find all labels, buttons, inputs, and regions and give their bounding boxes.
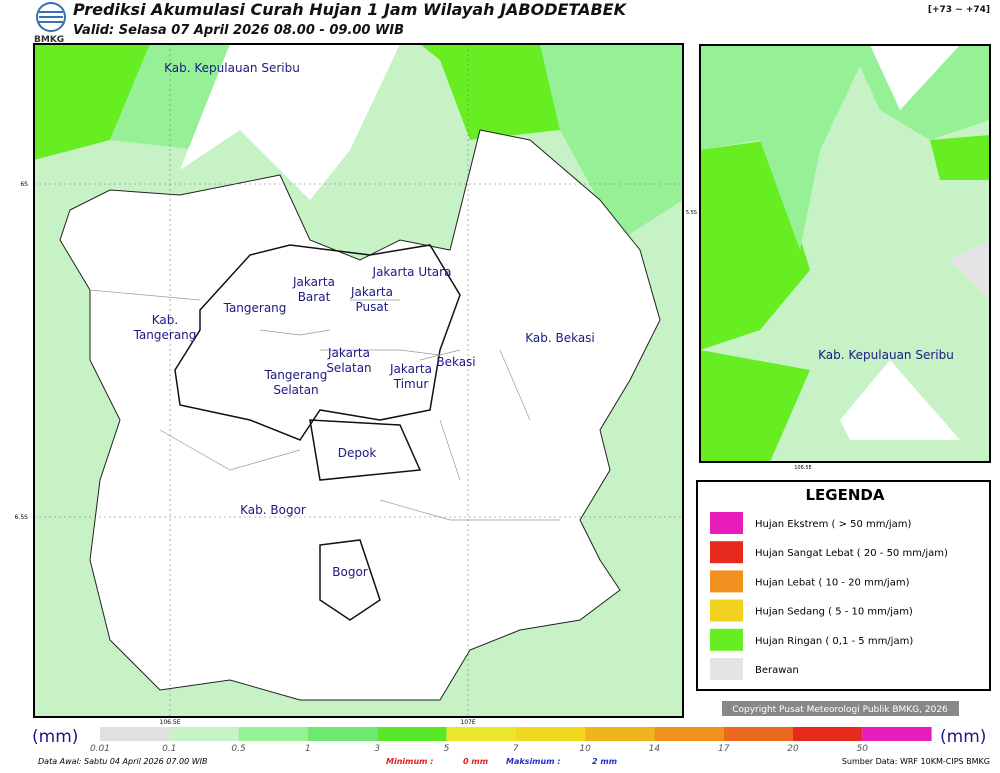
region-label: Kab. Kepulauan Seribu bbox=[818, 348, 954, 362]
source: Sumber Data: WRF 10KM-CIPS BMKG bbox=[842, 757, 990, 766]
title: Prediksi Akumulasi Curah Hujan 1 Jam Wil… bbox=[73, 0, 628, 19]
data-awal: Data Awal: Sabtu 04 April 2026 07.00 WIB bbox=[38, 757, 208, 766]
legend-swatch bbox=[710, 512, 743, 534]
colorbar-segment bbox=[585, 727, 655, 741]
colorbar-segment bbox=[723, 727, 793, 741]
legend-label: Berawan bbox=[755, 665, 799, 676]
range: [+73 ~ +74] bbox=[928, 5, 990, 15]
colorbar-tick: 17 bbox=[718, 744, 730, 754]
logo-text: BMKG bbox=[34, 35, 64, 45]
colorbar-segment bbox=[169, 727, 239, 741]
region-label: Jakarta Selatan bbox=[326, 346, 371, 375]
max-label: Maksimum : bbox=[506, 757, 561, 766]
colorbar-tick: 10 bbox=[579, 744, 591, 754]
colorbar-tick: 20 bbox=[787, 744, 799, 754]
colorbar-segment bbox=[377, 727, 447, 741]
legend-title: LEGENDA bbox=[806, 486, 885, 504]
colorbar-tick: 14 bbox=[649, 744, 661, 754]
legend-label: Hujan Sedang ( 5 - 10 mm/jam) bbox=[755, 607, 913, 618]
region-label: Bogor bbox=[332, 565, 368, 579]
colorbar-segment bbox=[515, 727, 586, 741]
copyright: Copyright Pusat Meteorologi Publik BMKG,… bbox=[732, 705, 948, 715]
colorbar-tick: 3 bbox=[374, 744, 380, 754]
region-label: Tangerang Selatan bbox=[264, 368, 328, 397]
region-label: Kab. Bogor bbox=[240, 503, 306, 517]
min-value: 0 mm bbox=[463, 757, 488, 766]
colorbar-segment bbox=[862, 727, 932, 741]
legend-swatch bbox=[710, 570, 743, 593]
lon-label: 107E bbox=[460, 719, 475, 726]
colorbar-segment bbox=[238, 727, 308, 741]
inset-map: 5.5S 106.5E Kab. Kepulauan Seribu bbox=[686, 44, 991, 471]
colorbar-tick: 5 bbox=[444, 744, 450, 754]
colorbar-tick: 0.5 bbox=[231, 744, 246, 754]
colorbar-segment bbox=[446, 727, 516, 741]
colorbar-tick: 1 bbox=[305, 744, 311, 754]
min-label: Minimum : bbox=[386, 757, 434, 766]
colorbar-tick: 0.1 bbox=[162, 744, 176, 754]
region-label: Kab. Tangerang bbox=[133, 313, 197, 342]
legend-label: Hujan Sangat Lebat ( 20 - 50 mm/jam) bbox=[755, 548, 948, 559]
lat-label: 6S bbox=[20, 181, 28, 188]
colorbar-segment bbox=[793, 727, 863, 741]
legend-label: Hujan Ekstrem ( > 50 mm/jam) bbox=[755, 519, 912, 530]
legend-box bbox=[696, 480, 991, 691]
max-value: 2 mm bbox=[592, 757, 617, 766]
colorbar-segment bbox=[100, 727, 170, 741]
legend-swatch bbox=[710, 599, 743, 622]
region-label: Bekasi bbox=[436, 355, 475, 369]
colorbar-segment bbox=[307, 727, 378, 741]
lon-label: 106.5E bbox=[160, 719, 181, 726]
region-label: Depok bbox=[338, 446, 377, 460]
region-label: Kab. Bekasi bbox=[525, 331, 595, 345]
legend-label: Hujan Lebat ( 10 - 20 mm/jam) bbox=[755, 577, 910, 588]
legend-swatch bbox=[710, 628, 743, 651]
legend-swatch bbox=[710, 658, 743, 680]
colorbar-segment bbox=[654, 727, 724, 741]
copyright-box bbox=[722, 701, 959, 716]
unit-right: (mm) bbox=[940, 727, 986, 747]
region-label: Jakarta Timur bbox=[389, 362, 432, 391]
region-label: Jakarta Pusat bbox=[350, 285, 393, 314]
lat-label: 5.5S bbox=[686, 210, 697, 216]
valid-time: Valid: Selasa 07 April 2026 08.00 - 09.0… bbox=[73, 23, 404, 38]
main-map: 6S 6.5S 106.5E 107E Kab. Kepulauan Serib… bbox=[15, 43, 684, 726]
region-label: Tangerang bbox=[223, 301, 287, 315]
colorbar-tick: 7 bbox=[513, 744, 519, 754]
legend-swatch bbox=[710, 541, 743, 564]
legend-label: Hujan Ringan ( 0,1 - 5 mm/jam) bbox=[755, 636, 913, 647]
region-label: Kab. Kepulauan Seribu bbox=[164, 61, 300, 75]
region-label: Jakarta Barat bbox=[292, 275, 335, 304]
region-label: Jakarta Utara bbox=[372, 265, 452, 279]
colorbar-tick: 50 bbox=[857, 744, 869, 754]
logo bbox=[36, 2, 66, 32]
colorbar-tick: 0.01 bbox=[90, 744, 110, 754]
lat-label: 6.5S bbox=[15, 514, 29, 521]
unit-left: (mm) bbox=[32, 727, 78, 747]
lon-label: 106.5E bbox=[794, 465, 811, 471]
